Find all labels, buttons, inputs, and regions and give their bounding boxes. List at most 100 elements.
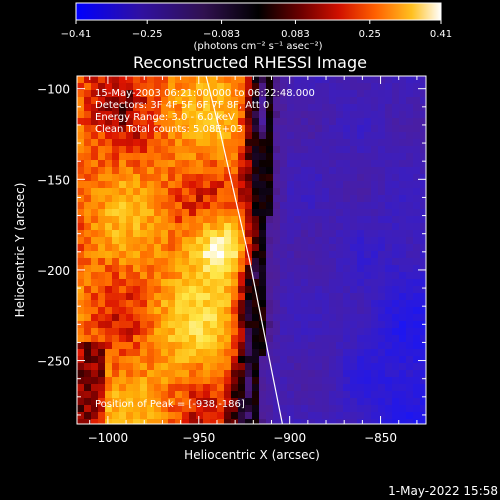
- heatmap-cell: [378, 83, 386, 91]
- heatmap-cell: [203, 279, 211, 287]
- heatmap-cell: [84, 167, 92, 175]
- heatmap-cell: [224, 195, 232, 203]
- heatmap-cell: [126, 76, 134, 84]
- heatmap-cell: [336, 300, 344, 308]
- heatmap-cell: [329, 237, 337, 245]
- heatmap-cell: [119, 153, 127, 161]
- heatmap-cell: [119, 405, 127, 413]
- heatmap-cell: [217, 230, 225, 238]
- heatmap-cell: [126, 300, 134, 308]
- heatmap-cell: [280, 195, 288, 203]
- heatmap-cell: [413, 412, 421, 420]
- heatmap-cell: [175, 356, 183, 364]
- heatmap-cell: [210, 342, 218, 350]
- heatmap-cell: [231, 181, 239, 189]
- heatmap-cell: [343, 223, 351, 231]
- heatmap-cell: [203, 209, 211, 217]
- heatmap-cell: [161, 384, 169, 392]
- heatmap-cell: [392, 398, 400, 406]
- heatmap-cell: [231, 391, 239, 399]
- heatmap-cell: [392, 265, 400, 273]
- heatmap-cell: [147, 405, 155, 413]
- heatmap-cell: [308, 202, 316, 210]
- heatmap-cell: [217, 153, 225, 161]
- heatmap-cell: [364, 405, 372, 413]
- heatmap-cell: [413, 265, 421, 273]
- heatmap-cell: [84, 370, 92, 378]
- heatmap-cell: [287, 230, 295, 238]
- heatmap-cell: [140, 160, 148, 168]
- heatmap-cell: [224, 328, 232, 336]
- heatmap-cell: [385, 363, 393, 371]
- heatmap-cell: [392, 384, 400, 392]
- heatmap-cell: [266, 202, 274, 210]
- heatmap-cell: [329, 139, 337, 147]
- heatmap-cell: [98, 195, 106, 203]
- heatmap-cell: [294, 328, 302, 336]
- heatmap-cell: [182, 216, 190, 224]
- heatmap-cell: [259, 279, 267, 287]
- heatmap-cell: [420, 293, 426, 301]
- heatmap-cell: [189, 104, 197, 112]
- heatmap-cell: [413, 258, 421, 266]
- heatmap-cell: [224, 300, 232, 308]
- heatmap-cell: [168, 167, 176, 175]
- heatmap-cell: [238, 363, 246, 371]
- heatmap-cell: [371, 314, 379, 322]
- heatmap-cell: [84, 118, 92, 126]
- heatmap-cell: [343, 202, 351, 210]
- heatmap-cell: [175, 223, 183, 231]
- heatmap-cell: [133, 160, 141, 168]
- heatmap-cell: [203, 265, 211, 273]
- heatmap-cell: [238, 132, 246, 140]
- heatmap-cell: [203, 167, 211, 175]
- heatmap-cell: [98, 76, 106, 84]
- heatmap-cell: [301, 209, 309, 217]
- heatmap-cell: [210, 125, 218, 133]
- heatmap-cell: [420, 104, 426, 112]
- heatmap-cell: [280, 391, 288, 399]
- heatmap-cell: [133, 195, 141, 203]
- heatmap-cell: [399, 237, 407, 245]
- heatmap-cell: [406, 251, 414, 259]
- heatmap-cell: [98, 181, 106, 189]
- heatmap-cell: [217, 251, 225, 259]
- heatmap-cell: [315, 104, 323, 112]
- heatmap-cell: [77, 244, 85, 252]
- heatmap-cell: [140, 279, 148, 287]
- heatmap-cell: [98, 230, 106, 238]
- heatmap-cell: [308, 258, 316, 266]
- heatmap-cell: [350, 167, 358, 175]
- heatmap-cell: [294, 265, 302, 273]
- heatmap-cell: [91, 300, 99, 308]
- heatmap-cell: [224, 97, 232, 105]
- heatmap-cell: [406, 307, 414, 315]
- heatmap-cell: [252, 279, 260, 287]
- heatmap-cell: [112, 188, 120, 196]
- heatmap-cell: [224, 251, 232, 259]
- heatmap-cell: [413, 167, 421, 175]
- heatmap-cell: [161, 132, 169, 140]
- heatmap-cell: [182, 202, 190, 210]
- heatmap-cell: [259, 258, 267, 266]
- heatmap-cell: [406, 412, 414, 420]
- heatmap-cell: [350, 370, 358, 378]
- heatmap-cell: [133, 230, 141, 238]
- heatmap-cell: [350, 356, 358, 364]
- heatmap-cell: [210, 356, 218, 364]
- solar-limb-curve: [205, 76, 283, 424]
- heatmap-cell: [112, 230, 120, 238]
- heatmap-cell: [322, 153, 330, 161]
- heatmap-cell: [224, 258, 232, 266]
- heatmap-cell: [308, 405, 316, 413]
- heatmap-cell: [140, 286, 148, 294]
- heatmap-cell: [119, 174, 127, 182]
- heatmap-cell: [231, 335, 239, 343]
- heatmap-cell: [112, 237, 120, 245]
- heatmap-cell: [238, 342, 246, 350]
- heatmap-cell: [364, 314, 372, 322]
- heatmap-cell: [280, 349, 288, 357]
- heatmap-cell: [301, 384, 309, 392]
- heatmap-cell: [210, 258, 218, 266]
- heatmap-cell: [168, 258, 176, 266]
